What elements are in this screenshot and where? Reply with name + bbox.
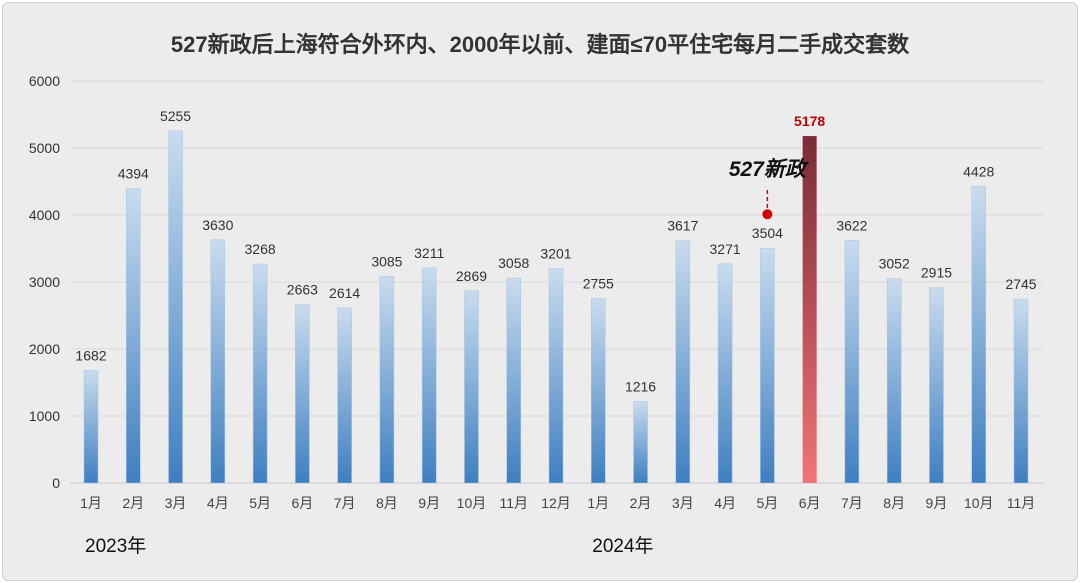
x-tick-label: 5月 bbox=[249, 495, 271, 511]
y-tick-label: 4000 bbox=[29, 207, 60, 223]
x-tick-label: 12月 bbox=[541, 495, 571, 511]
y-tick-label: 2000 bbox=[29, 341, 60, 357]
year-label: 2023年 bbox=[85, 535, 146, 557]
bar bbox=[844, 240, 860, 484]
data-label: 2755 bbox=[583, 275, 614, 291]
bar bbox=[252, 263, 268, 484]
data-label: 5178 bbox=[794, 113, 825, 129]
data-label: 3622 bbox=[836, 217, 867, 233]
y-tick-label: 1000 bbox=[29, 408, 60, 424]
x-tick-label: 3月 bbox=[165, 495, 187, 511]
annotation-label: 527新政 bbox=[729, 157, 810, 181]
year-label: 2024年 bbox=[592, 535, 653, 557]
x-tick-label: 1月 bbox=[80, 495, 102, 511]
data-label: 3052 bbox=[879, 256, 910, 272]
bar bbox=[675, 240, 691, 484]
data-label: 3617 bbox=[667, 218, 698, 234]
x-tick-label: 11月 bbox=[499, 495, 528, 511]
y-tick-label: 3000 bbox=[29, 274, 60, 290]
data-label: 3211 bbox=[414, 245, 444, 261]
bar bbox=[971, 186, 986, 484]
x-tick-label: 6月 bbox=[799, 495, 821, 511]
bar bbox=[126, 188, 141, 484]
x-tick-label: 9月 bbox=[926, 495, 948, 511]
annotation-marker bbox=[762, 209, 773, 220]
y-tick-label: 5000 bbox=[29, 140, 60, 156]
data-label: 3201 bbox=[540, 246, 571, 262]
y-tick-label: 6000 bbox=[29, 73, 60, 89]
data-label: 2869 bbox=[456, 268, 487, 284]
bar bbox=[548, 268, 564, 484]
x-tick-label: 5月 bbox=[756, 495, 778, 511]
data-label: 2745 bbox=[1005, 276, 1036, 292]
data-label: 3630 bbox=[202, 217, 233, 233]
data-label: 2614 bbox=[329, 285, 360, 301]
data-label: 3268 bbox=[245, 241, 276, 257]
x-tick-label: 3月 bbox=[672, 495, 694, 511]
x-tick-label: 11月 bbox=[1007, 495, 1036, 511]
bar bbox=[464, 290, 479, 484]
data-label: 2663 bbox=[287, 282, 318, 298]
x-tick-label: 7月 bbox=[334, 495, 356, 511]
bar bbox=[886, 278, 902, 484]
x-tick-label: 2月 bbox=[630, 495, 652, 511]
x-tick-label: 10月 bbox=[964, 495, 994, 511]
bar bbox=[295, 304, 310, 484]
data-label: 4394 bbox=[118, 166, 149, 182]
bar bbox=[379, 276, 395, 484]
data-label: 2915 bbox=[921, 265, 952, 281]
data-label: 3085 bbox=[371, 253, 402, 269]
x-tick-label: 6月 bbox=[291, 495, 313, 511]
x-tick-label: 10月 bbox=[457, 495, 487, 511]
x-tick-label: 4月 bbox=[207, 495, 229, 511]
data-label: 3058 bbox=[498, 255, 529, 271]
bar bbox=[210, 239, 226, 484]
data-label: 4428 bbox=[963, 163, 994, 179]
x-tick-label: 2月 bbox=[122, 495, 144, 511]
bar bbox=[760, 247, 775, 484]
bar bbox=[421, 267, 437, 484]
x-tick-label: 7月 bbox=[841, 495, 863, 511]
x-tick-label: 8月 bbox=[376, 495, 398, 511]
bar bbox=[633, 401, 648, 484]
bar bbox=[506, 277, 521, 484]
bar bbox=[83, 370, 99, 484]
x-tick-label: 1月 bbox=[587, 495, 609, 511]
x-tick-label: 9月 bbox=[418, 495, 440, 511]
bar bbox=[717, 263, 733, 484]
bar-highlight bbox=[802, 136, 817, 483]
data-label: 3271 bbox=[710, 241, 741, 257]
bar bbox=[929, 287, 944, 484]
data-label: 5255 bbox=[160, 108, 191, 124]
bar bbox=[168, 130, 183, 484]
data-label: 3504 bbox=[752, 225, 783, 241]
y-tick-label: 0 bbox=[52, 475, 60, 491]
bar bbox=[1013, 298, 1029, 484]
bar bbox=[591, 298, 606, 484]
data-label: 1216 bbox=[625, 379, 656, 395]
x-tick-label: 4月 bbox=[714, 495, 736, 511]
x-tick-label: 8月 bbox=[883, 495, 905, 511]
data-label: 1682 bbox=[75, 347, 106, 363]
chart-title: 527新政后上海符合外环内、2000年以前、建面≤70平住宅每月二手成交套数 bbox=[171, 32, 910, 57]
bar bbox=[337, 307, 352, 484]
